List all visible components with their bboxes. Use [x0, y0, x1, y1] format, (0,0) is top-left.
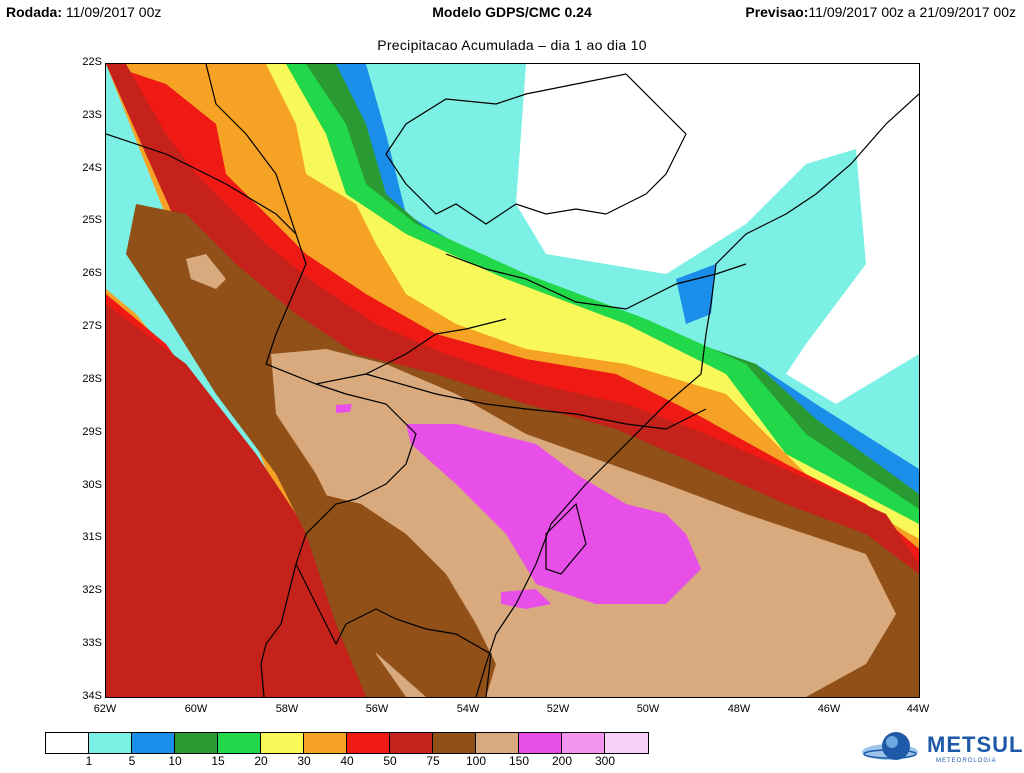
legend-swatch [89, 733, 132, 753]
band-brown-sw [321, 494, 496, 697]
rs-border [365, 373, 707, 430]
lat-label: 23S [82, 109, 102, 121]
lat-label: 25S [82, 214, 102, 226]
legend-swatch [132, 733, 175, 753]
lat-label: 30S [82, 479, 102, 491]
lat-label: 34S [82, 690, 102, 702]
precipitation-map [105, 63, 920, 698]
lat-label: 29S [82, 426, 102, 438]
band-tan-n [186, 254, 226, 289]
model-title: Modelo GDPS/CMC 0.24 [432, 4, 592, 20]
lon-label: 54W [456, 703, 480, 715]
legend-level: 50 [383, 754, 397, 768]
lat-label: 26S [82, 267, 102, 279]
legend-level: 200 [551, 754, 573, 768]
lat-label: 31S [82, 531, 102, 543]
lagoon [545, 502, 587, 575]
legend-swatch [562, 733, 605, 753]
logo-text: METSUL [927, 732, 1024, 757]
legend-swatch [175, 733, 218, 753]
metsul-logo: METSUL METEOROLOGIA [860, 728, 1024, 768]
legend-swatch [261, 733, 304, 753]
lon-label: 62W [93, 703, 117, 715]
band-magenta [406, 424, 701, 604]
brazil-state-line-1 [385, 73, 687, 225]
brazil-state-line-2 [445, 253, 747, 310]
legend-level: 10 [168, 754, 182, 768]
legend-level: 20 [254, 754, 268, 768]
legend-level: 100 [465, 754, 487, 768]
forecast-label: Previsao: [745, 4, 809, 20]
map-subtitle: Precipitacao Acumulada – dia 1 ao dia 10 [377, 37, 647, 53]
lat-label: 22S [82, 56, 102, 68]
legend-swatch [390, 733, 433, 753]
paraguay-border [205, 64, 297, 235]
lon-label: 52W [546, 703, 570, 715]
legend-level: 40 [340, 754, 354, 768]
logo-subtext: METEOROLOGIA [936, 758, 997, 764]
lat-label: 33S [82, 637, 102, 649]
forecast-period: Previsao:11/09/2017 00z a 21/09/2017 00z [745, 4, 1016, 20]
color-legend [45, 732, 649, 754]
legend-level: 1 [85, 754, 93, 768]
legend-swatch [347, 733, 390, 753]
lon-label: 56W [365, 703, 389, 715]
lon-label: 44W [906, 703, 930, 715]
uruguay-border [260, 383, 417, 697]
forecast-value: 11/09/2017 00z a 21/09/2017 00z [808, 4, 1016, 20]
river-plate [295, 563, 347, 646]
lon-label: 48W [727, 703, 751, 715]
globe-icon [862, 732, 918, 760]
legend-swatch [304, 733, 347, 753]
lon-label: 46W [817, 703, 841, 715]
legend-level: 15 [211, 754, 225, 768]
band-blue-patch [676, 264, 716, 324]
legend-swatch [218, 733, 261, 753]
lon-label: 58W [275, 703, 299, 715]
band-magenta-small [501, 589, 551, 609]
legend-swatch [433, 733, 476, 753]
lat-label: 28S [82, 373, 102, 385]
legend-level: 5 [128, 754, 136, 768]
lon-label: 50W [636, 703, 660, 715]
lat-label: 24S [82, 162, 102, 174]
precip-bands [106, 64, 919, 697]
lat-label: 27S [82, 320, 102, 332]
argentina-border [106, 133, 507, 385]
legend-level: 300 [594, 754, 616, 768]
legend-level: 75 [426, 754, 440, 768]
legend-level: 150 [508, 754, 530, 768]
run-date: Rodada: 11/09/2017 00z [6, 4, 161, 20]
brazil-coast [475, 93, 919, 697]
legend-swatch [519, 733, 562, 753]
run-value: 11/09/2017 00z [65, 4, 162, 20]
lon-label: 60W [184, 703, 208, 715]
legend-swatch [605, 733, 648, 753]
lat-label: 32S [82, 584, 102, 596]
legend-swatch [46, 733, 89, 753]
legend-level: 30 [297, 754, 311, 768]
band-magenta-dot [336, 404, 352, 413]
legend-swatch [476, 733, 519, 753]
uruguay-coast [345, 608, 492, 697]
run-label: Rodada: [6, 4, 62, 20]
country-borders [106, 64, 919, 697]
